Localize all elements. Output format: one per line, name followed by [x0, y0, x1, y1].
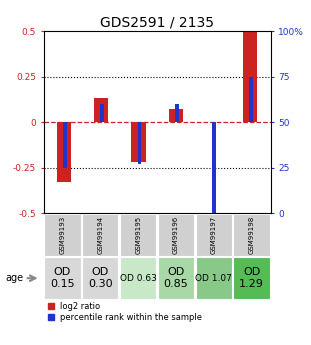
Text: OD 1.07: OD 1.07	[195, 274, 232, 283]
Text: OD
0.30: OD 0.30	[88, 267, 113, 289]
Bar	[63, 122, 67, 168]
FancyBboxPatch shape	[120, 257, 156, 299]
Bar	[94, 98, 108, 122]
Text: OD
0.15: OD 0.15	[50, 267, 75, 289]
Text: GSM99197: GSM99197	[211, 216, 217, 254]
Text: GSM99195: GSM99195	[135, 216, 141, 254]
Text: OD
0.85: OD 0.85	[164, 267, 188, 289]
Text: OD
1.29: OD 1.29	[239, 267, 264, 289]
Text: GSM99194: GSM99194	[97, 216, 103, 254]
Bar	[57, 122, 71, 182]
FancyBboxPatch shape	[44, 257, 81, 299]
FancyBboxPatch shape	[158, 257, 194, 299]
Text: GSM99196: GSM99196	[173, 216, 179, 254]
Bar	[249, 77, 253, 122]
FancyBboxPatch shape	[120, 214, 156, 256]
Title: GDS2591 / 2135: GDS2591 / 2135	[100, 16, 214, 30]
FancyBboxPatch shape	[158, 214, 194, 256]
Text: age: age	[6, 273, 24, 283]
FancyBboxPatch shape	[82, 214, 118, 256]
Bar	[169, 109, 183, 122]
Bar	[175, 104, 179, 122]
Text: GSM99198: GSM99198	[249, 216, 255, 254]
Bar	[100, 104, 104, 122]
FancyBboxPatch shape	[44, 214, 81, 256]
FancyBboxPatch shape	[196, 214, 232, 256]
Text: GSM99193: GSM99193	[59, 216, 65, 254]
Text: OD 0.63: OD 0.63	[120, 274, 156, 283]
Legend: log2 ratio, percentile rank within the sample: log2 ratio, percentile rank within the s…	[48, 302, 202, 322]
Bar	[212, 122, 216, 213]
FancyBboxPatch shape	[82, 257, 118, 299]
FancyBboxPatch shape	[234, 214, 270, 256]
Bar	[131, 122, 146, 162]
FancyBboxPatch shape	[196, 257, 232, 299]
Bar	[138, 122, 142, 164]
Bar	[243, 31, 257, 122]
FancyBboxPatch shape	[234, 257, 270, 299]
